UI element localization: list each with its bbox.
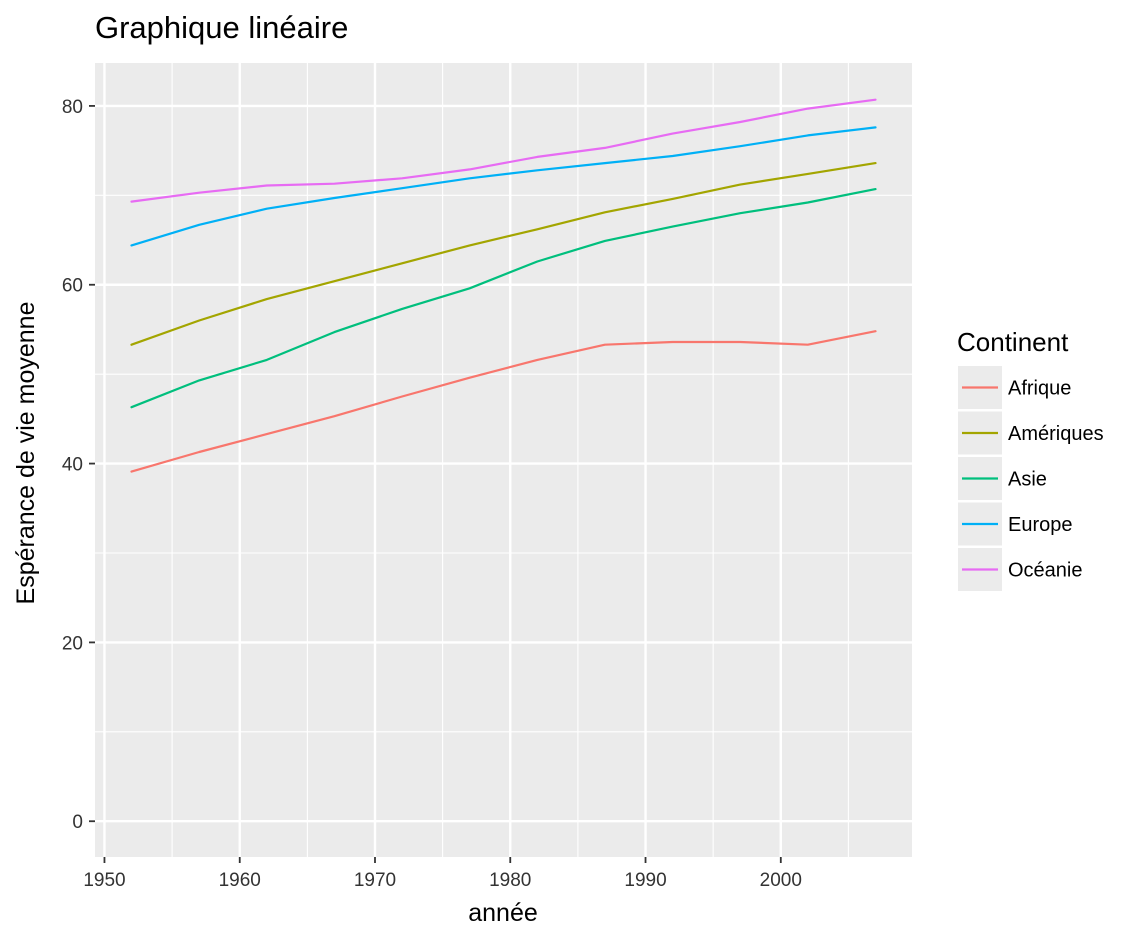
series-line-europe [130,126,877,247]
axes: 1950 1960 1970 1980 1990 2000 0 20 40 60 80 [62,97,802,891]
y-axis-title: Espérance de vie moyenne [12,302,40,605]
x-tick-label: 2000 [760,870,802,891]
legend-item: Océanie [958,548,1083,591]
legend-label: Amériques [1008,423,1104,445]
y-tick-label: 40 [62,455,83,476]
plot-panel [95,63,912,857]
legend: Continent Afrique Amériques Asie Europe Océa… [957,327,1104,591]
legend-label: Asie [1008,469,1047,491]
series-line-afrique [130,330,877,473]
chart-title: Graphique linéaire [95,10,348,45]
x-tick-label: 1970 [354,870,396,891]
series-line-océanie [130,98,877,203]
y-tick-label: 80 [62,97,83,118]
legend-item: Europe [958,502,1073,546]
legend-item: Amériques [958,411,1104,455]
legend-item: Afrique [958,366,1071,409]
series-lines [130,98,877,473]
y-tick-label: 20 [62,633,83,654]
legend-label: Europe [1008,514,1073,536]
series-line-amériques [130,162,877,346]
x-tick-label: 1950 [83,870,125,891]
legend-item: Asie [958,457,1047,500]
y-tick-label: 60 [62,276,83,297]
x-tick-label: 1980 [489,870,531,891]
x-tick-label: 1960 [219,870,261,891]
x-axis-title: année [468,899,538,927]
legend-label: Océanie [1008,560,1083,582]
series-line-asie [130,188,877,409]
legend-title: Continent [957,327,1069,357]
x-tick-label: 1990 [624,870,666,891]
legend-label: Afrique [1008,378,1071,400]
y-tick-label: 0 [72,812,83,833]
